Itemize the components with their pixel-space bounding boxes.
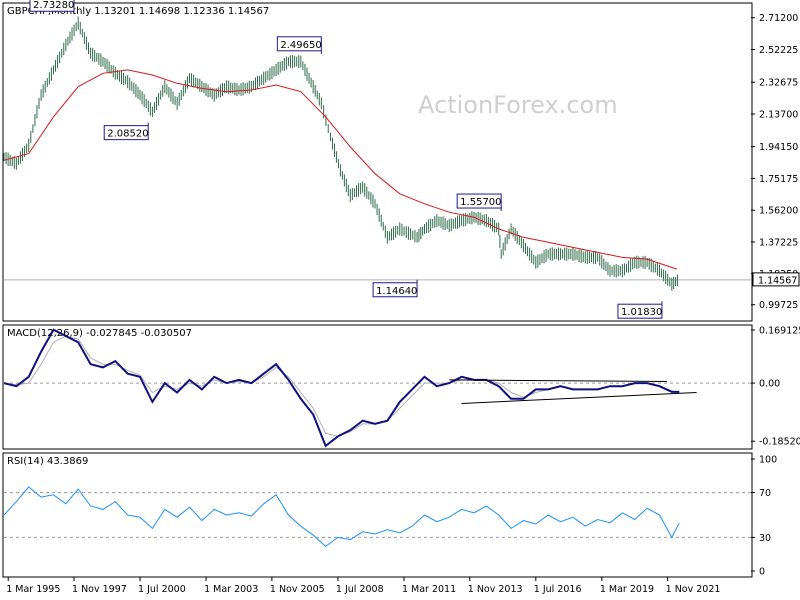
price-bars	[3, 16, 678, 291]
x-tick-label: 1 Mar 2019	[600, 584, 654, 595]
price-title: GBPCHF,Monthly 1.13201 1.14698 1.12336 1…	[7, 6, 269, 17]
price-y-tick-label: 0.99725	[759, 300, 798, 311]
price-annotation-label: 2.73280	[33, 0, 74, 11]
price-annotation-label: 1.14640	[376, 286, 417, 297]
price-annotation-label: 2.49650	[280, 40, 321, 51]
macd-trendline	[461, 391, 697, 404]
x-tick-label: 1 Jul 2000	[138, 584, 186, 595]
rsi-y-tick-label: 100	[759, 455, 777, 466]
rsi-y-tick-label: 30	[759, 533, 771, 544]
rsi-panel: 100 70 30 0	[3, 455, 777, 578]
price-annotation-box	[617, 303, 663, 319]
price-y-tick-label: 2.52225	[759, 45, 798, 56]
price-annotation-label: 2.08520	[107, 129, 148, 140]
moving-average-line	[3, 69, 677, 270]
price-panel-frame	[2, 2, 753, 322]
x-tick-label: 1 Jul 2008	[336, 584, 384, 595]
price-y-tick-label: 1.56200	[759, 206, 798, 217]
price-annotation-label: 1.01830	[621, 307, 662, 318]
macd-line	[3, 328, 680, 448]
x-axis: 1 Mar 1995 1 Nov 1997 1 Jul 2000 1 Mar 2003…	[6, 577, 720, 595]
price-annotation-box	[29, 0, 75, 12]
macd-panel: 0.169125 0.00 -0.185209	[3, 325, 800, 448]
price-y-tick-label: 1.75175	[759, 174, 798, 185]
price-y-tick-label: 1.94150	[759, 142, 798, 153]
macd-y-tick-label: -0.185209	[759, 437, 800, 448]
rsi-title: RSI(14) 43.3869	[7, 456, 88, 467]
price-annotation-label: 1.55700	[460, 197, 501, 208]
price-annotation-box	[456, 193, 502, 209]
price-y-tick-label: 2.71200	[759, 13, 798, 24]
x-tick-label: 1 Jul 2016	[534, 584, 582, 595]
rsi-panel-frame	[2, 452, 753, 578]
x-tick-label: 1 Nov 2021	[666, 584, 721, 595]
price-y-tick-label: 2.13700	[759, 109, 798, 120]
rsi-line	[3, 486, 680, 548]
x-tick-label: 1 Nov 1997	[72, 584, 127, 595]
x-tick-label: 1 Mar 1995	[6, 584, 60, 595]
x-tick-label: 1 Mar 2003	[204, 584, 258, 595]
current-price-box	[752, 272, 800, 287]
macd-y-tick-label: 0.00	[759, 379, 780, 390]
macd-title: MACD(12,26,9) -0.027845 -0.030507	[7, 328, 192, 339]
x-tick-label: 1 Nov 2005	[270, 584, 325, 595]
watermark: ActionForex.com	[418, 91, 618, 119]
rsi-y-tick-label: 0	[759, 567, 765, 578]
macd-y-tick-label: 0.169125	[759, 325, 800, 336]
price-panel: 0.997251.182501.372251.562001.751751.941…	[3, 0, 800, 319]
price-y-tick-label: 2.32675	[759, 78, 798, 89]
price-annotation-box	[276, 36, 322, 52]
price-annotation-box	[372, 282, 418, 298]
rsi-y-tick-label: 70	[759, 488, 771, 499]
x-tick-label: 1 Mar 2011	[402, 584, 456, 595]
current-price-label: 1.14567	[758, 275, 797, 286]
x-tick-label: 1 Nov 2013	[468, 584, 523, 595]
price-y-tick-label: 1.37225	[759, 237, 798, 248]
macd-trendline	[449, 379, 667, 383]
macd-signal-line	[3, 335, 680, 437]
macd-panel-frame	[2, 324, 753, 450]
price-annotation-box	[103, 125, 149, 141]
